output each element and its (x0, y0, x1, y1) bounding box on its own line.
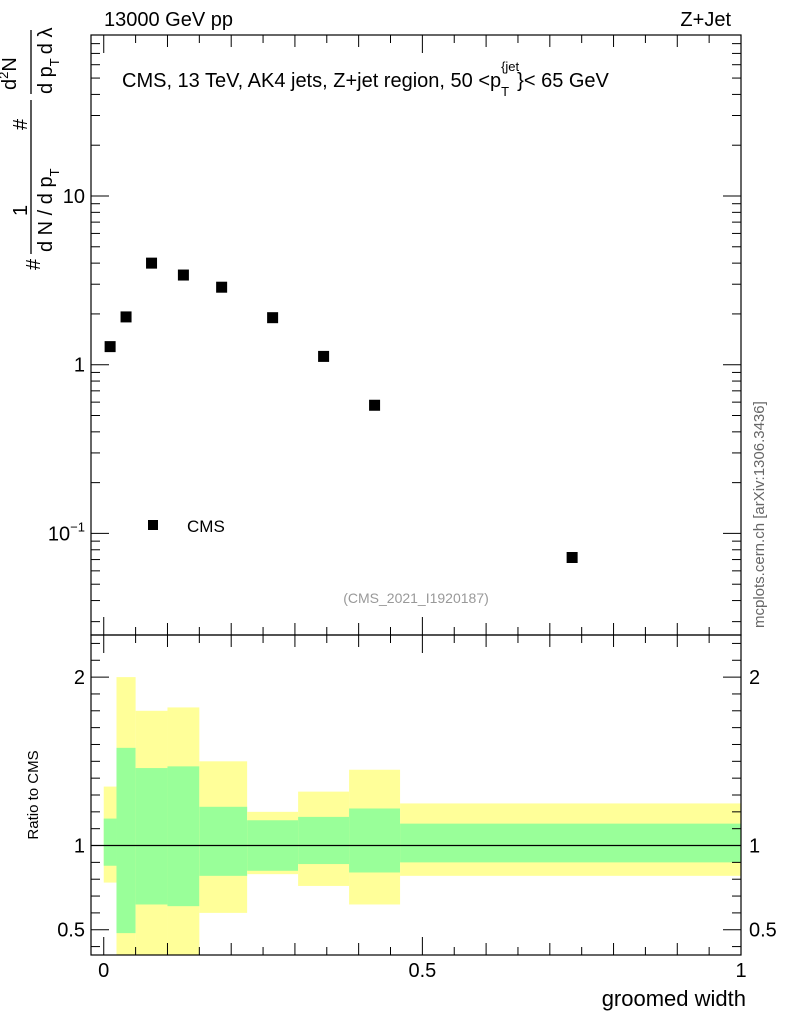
main-frame (90, 34, 742, 636)
data-point (369, 399, 381, 411)
side-label: mcplots.cern.ch [arXiv:1306.3436] (751, 401, 768, 628)
ylabel-part-9: T (47, 58, 62, 66)
svg-text:d N / d pT: d N / d pT (35, 168, 62, 252)
data-point (216, 281, 228, 293)
svg-text:1: 1 (10, 205, 32, 216)
ylabel-part-8: d p (35, 66, 57, 94)
ratio-xtick-label: 1 (735, 960, 746, 982)
ylabel-part-1: 1 (10, 205, 32, 216)
main-ytick-label: 10−1 (48, 519, 85, 545)
watermark: (CMS_2021_I1920187) (343, 590, 489, 606)
ylabel-part-5: d (0, 79, 21, 90)
main-ylabel: # 1 d N / d pT # d2N d pTd λ (0, 28, 62, 270)
data-point (177, 269, 189, 281)
ratio-axis-ticks: 0.5 0.51 12 20 0.5 1 (57, 635, 777, 982)
ylabel-part-7: N (0, 57, 21, 71)
header-right: Z+Jet (680, 9, 731, 31)
data-point (318, 350, 330, 362)
main-title-tail: }< 65 GeV (517, 70, 609, 92)
legend-label: CMS (187, 517, 225, 536)
svg-text:d2N: d2N (0, 57, 21, 90)
ylabel-part-10: d λ (35, 28, 57, 55)
main-title-text: CMS, 13 TeV, AK4 jets, Z+jet region, 50 … (122, 70, 501, 92)
ratio-band-inner (349, 808, 401, 873)
data-point (104, 341, 116, 353)
data-point (566, 551, 578, 563)
ratio-band-inner (298, 816, 350, 865)
ratio-ytick-label-right: 1 (749, 836, 760, 858)
ratio-band-inner (135, 768, 168, 905)
ratio-frame (90, 634, 742, 956)
ratio-ylabel: Ratio to CMS (25, 750, 42, 839)
ratio-band-inner (167, 766, 200, 907)
main-data-points (104, 257, 578, 563)
ratio-xtick-label: 0 (98, 960, 109, 982)
ratio-ytick-label: 1 (74, 836, 85, 858)
svg-text:#: # (10, 118, 32, 130)
ratio-ytick-label-right: 0.5 (749, 920, 777, 942)
ratio-ytick-label-right: 2 (749, 667, 760, 689)
data-point (120, 311, 132, 323)
ratio-ytick-label: 0.5 (57, 920, 85, 942)
data-point (267, 312, 279, 324)
main-ytick-label: 10 (63, 186, 85, 208)
main-title-sub: T (501, 84, 509, 99)
data-point (146, 257, 158, 269)
main-title-sup: {jet (501, 59, 519, 74)
ylabel-part-0: # (23, 258, 45, 270)
ylabel-part-6: 2 (0, 72, 11, 79)
main-ytick-label: 1 (74, 355, 85, 377)
ratio-ytick-label: 2 (74, 667, 85, 689)
main-axis-ticks: 10−1 1 10 (48, 34, 742, 635)
ylabel-part-3: T (47, 168, 62, 176)
ratio-xtick-label: 0.5 (408, 960, 436, 982)
ylabel-part-4: # (10, 118, 32, 130)
ratio-band-inner (400, 823, 741, 863)
header-left: 13000 GeV pp (104, 9, 233, 31)
main-title: CMS, 13 TeV, AK4 jets, Z+jet region, 50 … (122, 59, 610, 99)
ratio-xlabel: groomed width (602, 986, 746, 1011)
svg-text:#: # (23, 258, 45, 270)
svg-text:d pTd λ: d pTd λ (35, 28, 62, 94)
ylabel-part-2: d N / d p (35, 176, 57, 252)
ratio-band-inner (116, 747, 136, 934)
legend-marker (148, 520, 158, 530)
ratio-bands (103, 677, 741, 955)
ratio-band-inner (103, 818, 117, 866)
ratio-band-inner (199, 806, 248, 876)
